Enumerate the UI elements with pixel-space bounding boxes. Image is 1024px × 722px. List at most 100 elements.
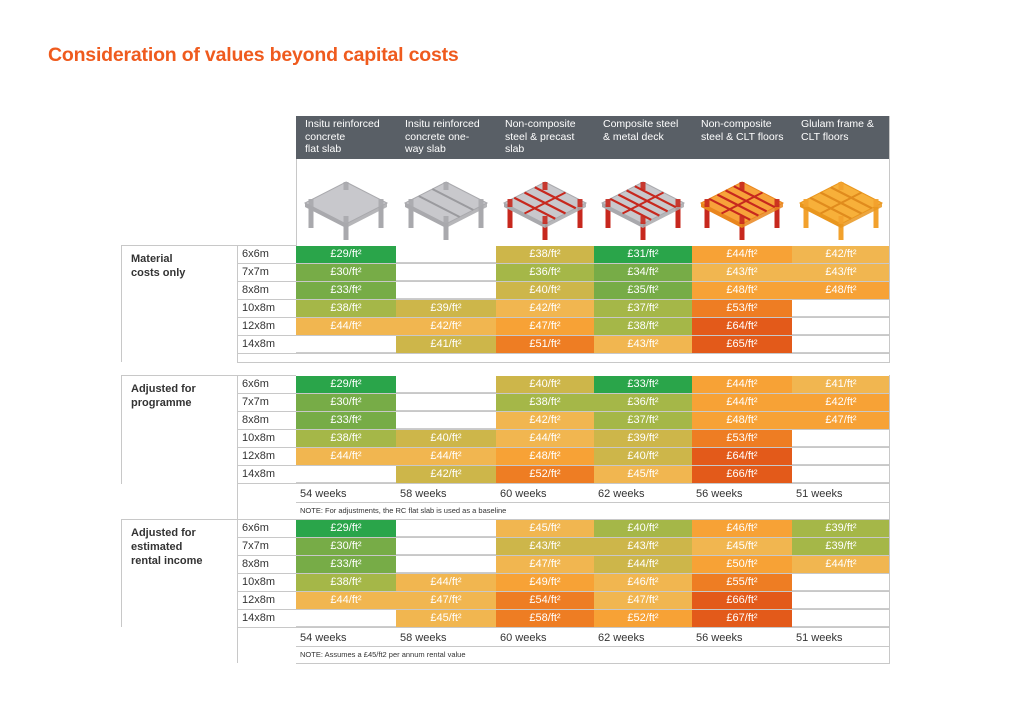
cost-cell: £44/ft² [396, 448, 496, 465]
cost-cell: £45/ft² [496, 520, 594, 537]
cost-cell: £48/ft² [692, 282, 792, 299]
cost-cell: £38/ft² [296, 574, 396, 591]
cost-cell: £37/ft² [594, 412, 692, 429]
cost-cell: £50/ft² [692, 556, 792, 573]
programme-weeks: 51 weeks [796, 488, 843, 500]
column-header-line: concrete [305, 130, 346, 143]
cost-cell: £29/ft² [296, 246, 396, 263]
programme-weeks: 58 weeks [400, 488, 447, 500]
steel-precast-icon [502, 181, 588, 240]
column-header-line: Non-composite [701, 118, 772, 130]
cost-cell: £52/ft² [496, 466, 594, 483]
column-header: Insitu reinforced concrete flat slab [305, 118, 393, 156]
cost-cell: £49/ft² [496, 574, 594, 591]
empty-cell [792, 574, 890, 591]
cost-cell: £39/ft² [792, 538, 890, 555]
grid-size-label: 14x8m [242, 612, 276, 624]
cost-cell: £48/ft² [496, 448, 594, 465]
cost-cell: £44/ft² [396, 574, 496, 591]
grid-size-label: 10x8m [242, 576, 276, 588]
cost-cell: £43/ft² [594, 538, 692, 555]
cost-cell: £40/ft² [496, 376, 594, 393]
empty-cell [792, 430, 890, 447]
cost-cell: £36/ft² [496, 264, 594, 281]
grid-size-label: 6x6m [242, 248, 269, 260]
cost-cell: £44/ft² [792, 556, 890, 573]
grid-line [121, 245, 296, 246]
grid-line [296, 502, 890, 503]
grid-line [237, 263, 890, 264]
cost-cell: £47/ft² [496, 318, 594, 335]
cost-cell: £29/ft² [296, 520, 396, 537]
cost-cell: £43/ft² [792, 264, 890, 281]
cost-cell: £43/ft² [594, 336, 692, 353]
cost-cell: £34/ft² [594, 264, 692, 281]
cost-cell: £52/ft² [594, 610, 692, 627]
empty-cell [296, 466, 396, 483]
cost-cell: £38/ft² [296, 300, 396, 317]
grid-line [237, 281, 890, 282]
grid-size-label: 8x8m [242, 414, 269, 426]
cost-cell: £30/ft² [296, 394, 396, 411]
grid-size-label: 12x8m [242, 450, 276, 462]
column-header: Glulam frame & CLT floors [801, 118, 887, 143]
grid-line [237, 375, 238, 519]
cost-cell: £30/ft² [296, 538, 396, 555]
cost-cell: £40/ft² [594, 520, 692, 537]
grid-size-label: 8x8m [242, 558, 269, 570]
cost-cell: £65/ft² [692, 336, 792, 353]
column-header-line: flat slab [305, 143, 342, 155]
composite-steel-icon [600, 181, 686, 240]
cost-cell: £48/ft² [792, 282, 890, 299]
cost-cell: £44/ft² [692, 376, 792, 393]
cost-cell: £44/ft² [692, 394, 792, 411]
grid-line [237, 335, 890, 336]
grid-line [237, 393, 890, 394]
grid-line [237, 299, 890, 300]
cost-cell: £40/ft² [496, 282, 594, 299]
column-header-line: Insitu reinforced [305, 118, 380, 130]
cost-cell: £42/ft² [792, 246, 890, 263]
cost-cell: £33/ft² [594, 376, 692, 393]
cost-cell: £33/ft² [296, 412, 396, 429]
grid-line [296, 159, 297, 246]
column-header-line: Glulam frame & [801, 118, 874, 130]
cost-cell: £47/ft² [496, 556, 594, 573]
cost-cell: £40/ft² [396, 430, 496, 447]
section-label-line: estimated [131, 541, 183, 553]
empty-cell [396, 412, 496, 429]
grid-line [237, 362, 890, 363]
grid-size-label: 7x7m [242, 540, 269, 552]
empty-cell [396, 264, 496, 281]
grid-line [237, 317, 890, 318]
cost-cell: £42/ft² [792, 394, 890, 411]
cost-cell: £42/ft² [496, 412, 594, 429]
programme-weeks: 62 weeks [598, 488, 645, 500]
grid-line [889, 245, 890, 362]
programme-weeks: 60 weeks [500, 488, 547, 500]
cost-cell: £44/ft² [496, 430, 594, 447]
cost-cell: £47/ft² [792, 412, 890, 429]
cost-cell: £38/ft² [496, 246, 594, 263]
grid-line [296, 519, 890, 520]
cost-cell: £66/ft² [692, 466, 792, 483]
column-header-line: Insitu reinforced [405, 118, 480, 130]
section-note: NOTE: For adjustments, the RC flat slab … [300, 506, 507, 515]
cost-cell: £39/ft² [594, 430, 692, 447]
grid-size-label: 7x7m [242, 266, 269, 278]
section-label-line: costs only [131, 267, 186, 279]
cost-cell: £37/ft² [594, 300, 692, 317]
empty-cell [396, 394, 496, 411]
section-label-line: Adjusted for [131, 527, 196, 539]
programme-weeks: 56 weeks [696, 632, 743, 644]
cost-cell: £38/ft² [496, 394, 594, 411]
grid-size-label: 14x8m [242, 468, 276, 480]
cost-cell: £44/ft² [692, 246, 792, 263]
cost-cell: £44/ft² [594, 556, 692, 573]
cost-cell: £42/ft² [396, 318, 496, 335]
empty-cell [792, 300, 890, 317]
cost-cell: £33/ft² [296, 282, 396, 299]
grid-line [237, 573, 890, 574]
empty-cell [396, 538, 496, 555]
glulam-clt-icon [798, 181, 884, 240]
